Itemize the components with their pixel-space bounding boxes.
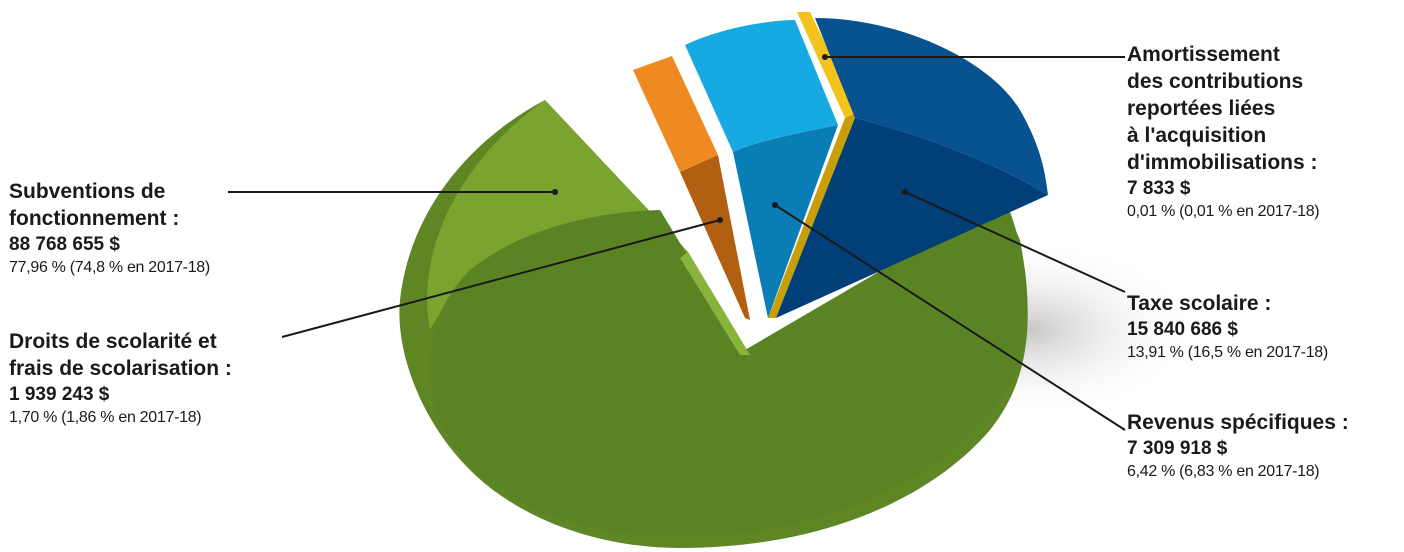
callout-taxe: Taxe scolaire : 15 840 686 $ 13,91 % (16… xyxy=(1127,290,1328,364)
callout-taxe-line: Taxe scolaire : xyxy=(1127,292,1272,315)
slice-taxe-side xyxy=(776,118,1048,318)
callout-amortissement-amount: 7 833 $ xyxy=(1127,178,1191,199)
slice-droits xyxy=(633,56,750,320)
slice-droits-top xyxy=(633,56,718,172)
slice-revenus xyxy=(685,20,838,318)
callout-subventions: Subventions de fonctionnement : 88 768 6… xyxy=(9,178,210,279)
slice-subventions-top xyxy=(427,100,1010,355)
callout-revenus: Revenus spécifiques : 7 309 918 $ 6,42 %… xyxy=(1127,409,1349,483)
leader-taxe xyxy=(904,191,1126,293)
callout-amortissement-line: d'immobilisations : xyxy=(1127,151,1318,174)
callout-revenus-line: Revenus spécifiques : xyxy=(1127,411,1349,434)
slice-subventions-inner xyxy=(429,198,1028,538)
callout-amortissement: Amortissement des contributions reportée… xyxy=(1127,41,1320,223)
callout-droits-line: Droits de scolarité et xyxy=(9,330,217,353)
callout-droits-amount: 1 939 243 $ xyxy=(9,384,110,405)
callout-revenus-label: Revenus spécifiques : xyxy=(1127,409,1349,436)
callout-droits-label: Droits de scolarité et frais de scolaris… xyxy=(9,328,232,382)
callout-amortissement-line: à l'acquisition xyxy=(1127,124,1267,147)
slice-subventions-cut xyxy=(680,252,750,355)
callout-amortissement-line: Amortissement xyxy=(1127,43,1280,66)
callout-taxe-label: Taxe scolaire : xyxy=(1127,290,1328,317)
callout-subventions-percent: 77,96 % (74,8 % en 2017-18) xyxy=(9,259,210,276)
callout-droits-percent: 1,70 % (1,86 % en 2017-18) xyxy=(9,409,202,426)
callout-revenus-amount: 7 309 918 $ xyxy=(1127,438,1228,459)
callout-taxe-amount: 15 840 686 $ xyxy=(1127,319,1238,340)
slice-subventions xyxy=(399,100,1028,548)
dot-amortissement xyxy=(822,54,828,60)
callout-subventions-line: Subventions de xyxy=(9,180,166,203)
dot-taxe xyxy=(902,189,908,195)
leader-revenus xyxy=(774,204,1126,431)
slice-amortissement-side xyxy=(768,112,858,318)
leader-dots xyxy=(552,54,908,223)
callout-droits-line: frais de scolarisation : xyxy=(9,357,232,380)
callout-droits: Droits de scolarité et frais de scolaris… xyxy=(9,328,232,429)
dot-droits xyxy=(717,217,723,223)
slice-droits-side xyxy=(680,155,750,320)
slice-revenus-side xyxy=(733,125,838,318)
callout-subventions-line: fonctionnement : xyxy=(9,207,180,230)
slice-revenus-top xyxy=(685,20,838,152)
dot-subventions xyxy=(552,189,558,195)
leader-lines xyxy=(228,56,1126,431)
callout-amortissement-percent: 0,01 % (0,01 % en 2017-18) xyxy=(1127,203,1320,220)
dot-revenus xyxy=(772,202,778,208)
callout-subventions-amount: 88 768 655 $ xyxy=(9,234,120,255)
slice-amortissement xyxy=(768,12,858,318)
slice-taxe-top xyxy=(815,18,1048,195)
callout-amortissement-line: des contributions xyxy=(1127,70,1304,93)
callout-taxe-percent: 13,91 % (16,5 % en 2017-18) xyxy=(1127,344,1328,361)
callout-revenus-percent: 6,42 % (6,83 % en 2017-18) xyxy=(1127,463,1320,480)
callout-amortissement-line: reportées liées xyxy=(1127,97,1276,120)
slice-taxe xyxy=(776,18,1048,318)
leader-droits xyxy=(281,219,721,338)
slice-amortissement-top xyxy=(797,12,858,118)
callout-amortissement-label: Amortissement des contributions reportée… xyxy=(1127,41,1319,176)
callout-subventions-label: Subventions de fonctionnement : xyxy=(9,178,210,232)
